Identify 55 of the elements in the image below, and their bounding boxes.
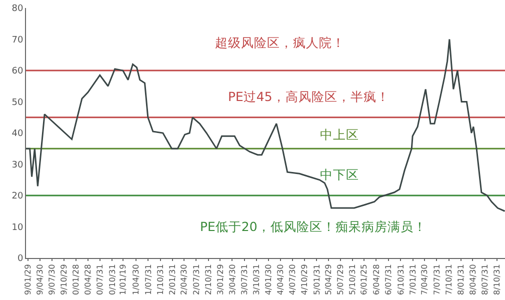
ref-line-label: 中上区	[320, 127, 359, 142]
x-tick-label: 6/10/31	[396, 264, 406, 296]
x-tick-label: 0/01/28	[71, 264, 80, 296]
y-tick-label: 30	[12, 160, 24, 170]
x-tick-label: 6/01/25	[360, 264, 369, 296]
x-tick-label: 7/10/31	[444, 264, 454, 296]
x-tick-label: 0/07/31	[96, 264, 105, 296]
x-tick-label: 7/01/31	[408, 264, 418, 296]
x-tick-label: 8/04/30	[468, 264, 478, 296]
x-tick-label: 4/10/29	[300, 264, 309, 296]
x-tick-label: 7/04/30	[420, 264, 430, 296]
x-tick-label: 5/01/31	[312, 264, 322, 296]
ref-line-label: PE过45，高风险区，半疯！	[228, 89, 390, 104]
x-tick-label: 4/07/30	[288, 264, 297, 296]
annotation: PE低于20，低风险区！痴呆病房满员！	[200, 219, 426, 234]
y-tick-label: 50	[12, 98, 24, 108]
ref-line-label: 超级风险区，疯人院！	[215, 35, 345, 50]
x-tick-label: 9/04/30	[35, 264, 44, 296]
x-tick-label: 1/04/30	[132, 264, 141, 296]
x-tick-label: 3/10/31	[252, 264, 262, 296]
x-tick-label: 9/01/29	[23, 264, 32, 296]
x-tick-label: 3/04/30	[228, 264, 237, 296]
y-tick-label: 80	[12, 4, 24, 14]
x-tick-label: 4/04/30	[276, 264, 285, 296]
x-tick-label: 8/10/31	[492, 264, 502, 296]
x-tick-label: 0/10/31	[108, 264, 117, 296]
line-series	[26, 38, 505, 212]
x-tick-label: 1/10/31	[156, 264, 165, 296]
x-tick-label: 3/07/31	[240, 264, 249, 296]
x-tick-label: 8/07/31	[480, 264, 490, 296]
x-tick-label: 1/01/19	[118, 264, 128, 296]
y-tick-label: 20	[12, 192, 24, 202]
x-tick-label: 4/01/30	[264, 264, 273, 296]
ref-line-label: 中下区	[320, 167, 359, 182]
x-tick-label: 0/04/28	[83, 264, 92, 296]
x-tick-label: 6/07/31	[384, 264, 394, 296]
y-tick-label: 0	[17, 254, 24, 264]
x-tick-label: 2/10/31	[204, 264, 213, 296]
x-tick-label: 3/01/29	[216, 264, 225, 296]
x-tick-label: 5/07/29	[336, 264, 345, 296]
x-tick-label: 2/07/31	[192, 264, 201, 296]
x-tick-label: 5/04/29	[324, 264, 333, 296]
y-tick-label: 70	[12, 35, 24, 46]
x-tick-label: 5/10/31	[348, 264, 358, 296]
x-tick-label: 7/07/31	[432, 264, 442, 296]
x-tick-label: 9/07/30	[47, 264, 56, 296]
y-tick-label: 40	[12, 129, 24, 140]
y-tick-label: 10	[12, 222, 24, 233]
x-tick-label: 2/01/31	[168, 264, 178, 296]
y-tick-label: 60	[12, 66, 24, 77]
x-tick-label: 8/01/31	[456, 264, 466, 296]
x-tick-label: 9/10/29	[59, 264, 68, 296]
x-tick-label: 1/07/31	[144, 264, 153, 296]
x-tick-label: 6/04/28	[372, 264, 381, 296]
x-tick-label: 2/04/30	[180, 264, 189, 296]
